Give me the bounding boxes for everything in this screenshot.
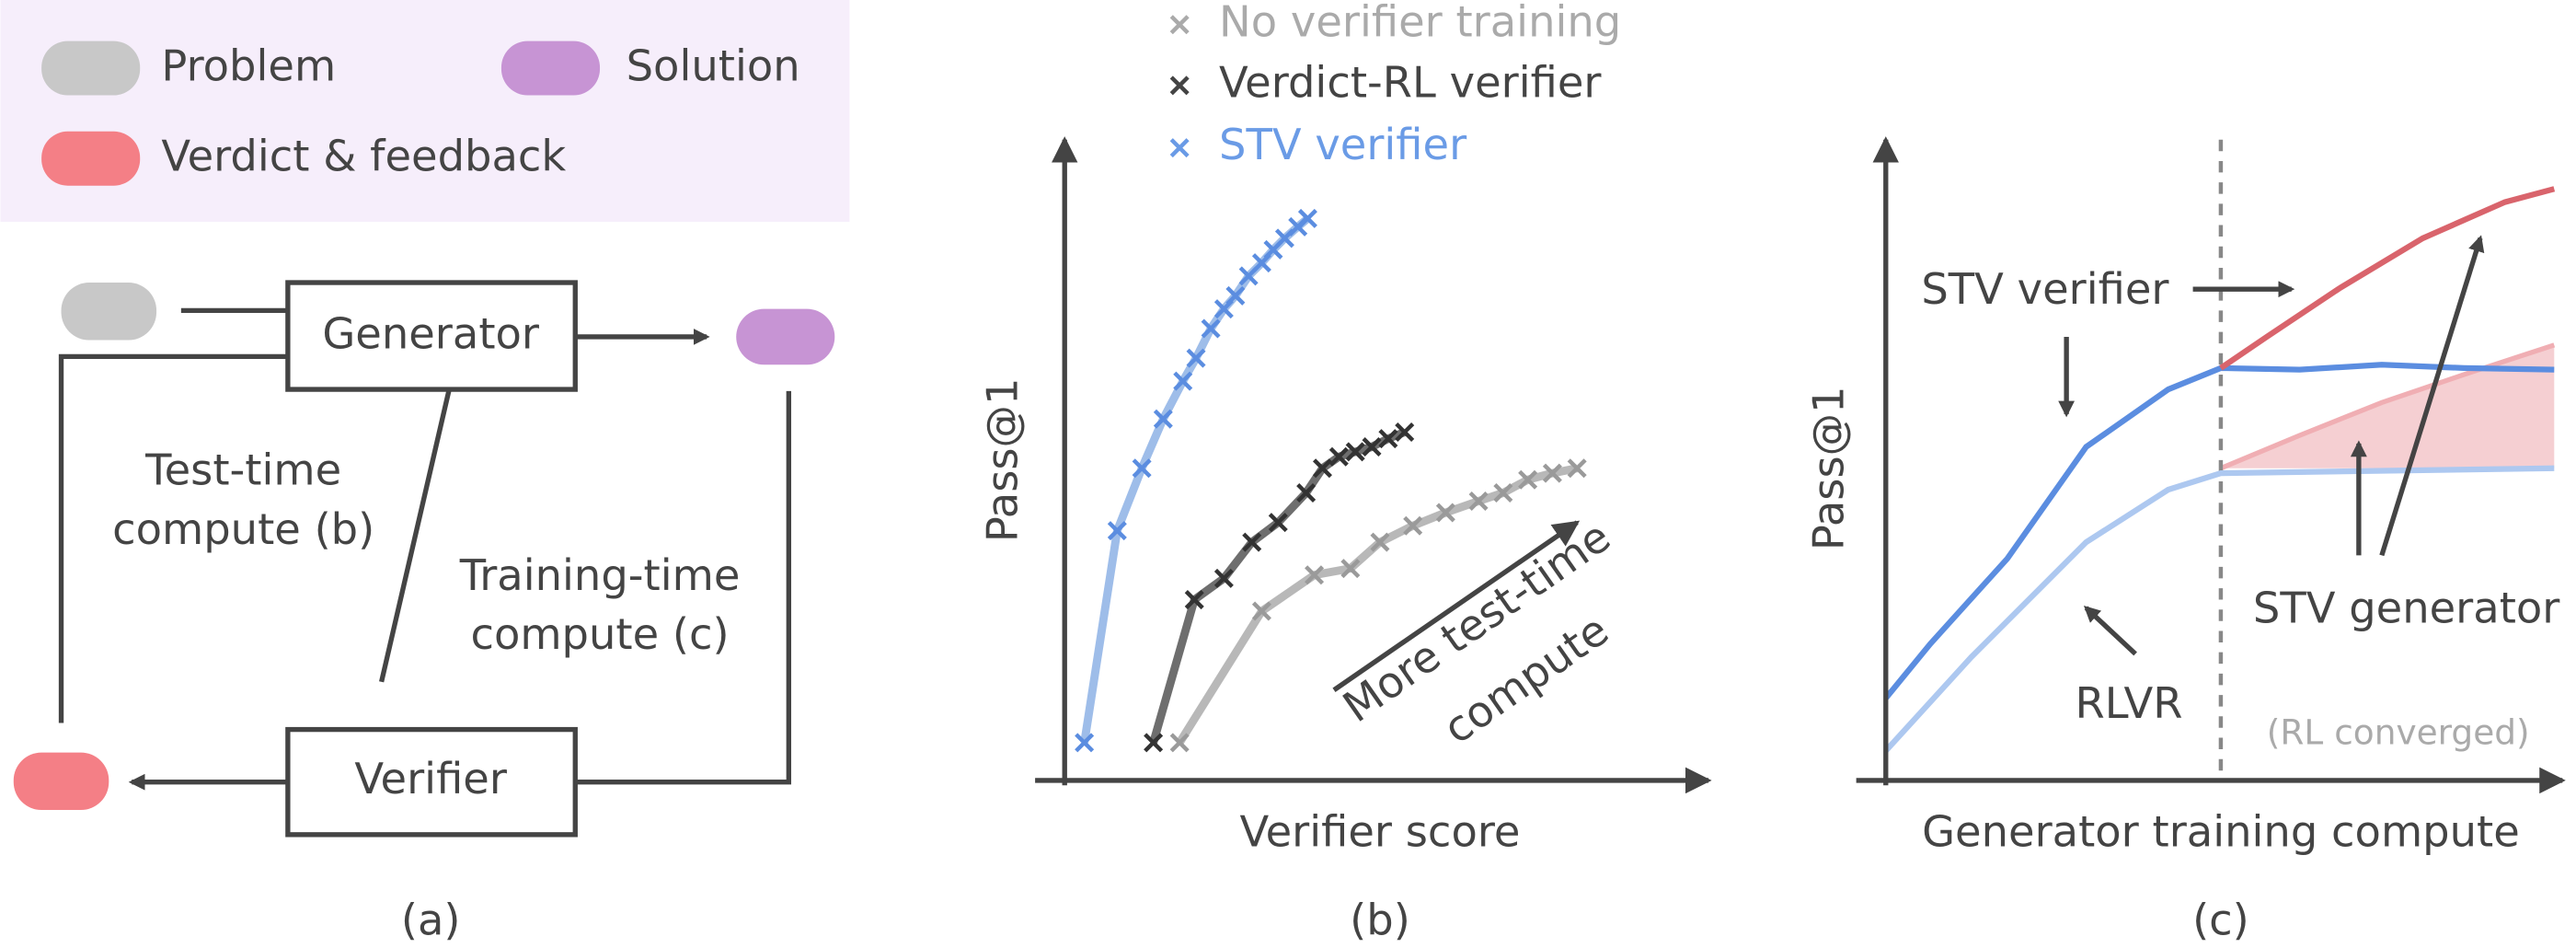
arrow	[2379, 235, 2485, 557]
verdict-swatch	[41, 131, 141, 186]
stv-verifier-curve	[1883, 362, 2555, 700]
cross-marker	[1567, 458, 1587, 479]
cross-marker	[1242, 532, 1262, 552]
cross-marker	[1132, 458, 1152, 479]
cross-marker	[1268, 513, 1288, 533]
solution-node	[736, 308, 835, 365]
legend-label: Verdict-RL verifier	[1219, 57, 1602, 107]
caption: (a)	[401, 896, 461, 945]
label: compute (c)	[470, 609, 729, 659]
cross-marker	[1340, 559, 1361, 579]
label: Test-time	[144, 445, 341, 495]
rlvr-curve	[1883, 465, 2555, 753]
cross-marker	[1225, 285, 1246, 306]
solution-swatch	[500, 40, 601, 96]
arrow	[1332, 520, 1581, 692]
gain-area	[2220, 344, 2555, 468]
legend-label: No verifier training	[1219, 0, 1621, 46]
cross-marker	[1345, 442, 1365, 462]
caption: (b)	[1350, 896, 1410, 945]
legend-label: Solution	[627, 40, 800, 90]
curve	[1080, 214, 1311, 744]
cross-marker	[1144, 733, 1164, 753]
cross-marker	[1542, 463, 1562, 483]
legend-label: STV verifier	[1219, 120, 1467, 169]
legend-label: Problem	[161, 40, 336, 90]
annotation: RLVR	[2075, 678, 2182, 728]
cross-marker	[1297, 208, 1317, 228]
cross-marker	[1169, 75, 1190, 96]
annotation: (RL converged)	[2267, 711, 2530, 752]
stv-generator-curve	[2219, 186, 2556, 371]
cross-marker	[1435, 503, 1455, 523]
cross-marker	[1395, 422, 1415, 442]
generator-label: Generator	[322, 308, 540, 358]
cross-marker	[1468, 491, 1489, 511]
verifier-label: Verifier	[354, 754, 507, 803]
label: compute (b)	[112, 504, 374, 554]
label: Training-time	[459, 550, 741, 600]
cross-marker	[1493, 483, 1513, 503]
problem-node	[61, 283, 157, 341]
cross-marker	[1107, 521, 1127, 541]
cross-marker	[1518, 469, 1538, 490]
gain-edge	[2219, 342, 2556, 471]
cross-marker	[1362, 437, 1382, 457]
cross-marker	[1173, 371, 1193, 391]
cross-marker	[1153, 409, 1173, 429]
problem-swatch	[41, 40, 141, 96]
arrow	[2083, 606, 2137, 656]
cross-marker	[1201, 318, 1221, 339]
annotation: STV generator	[2253, 584, 2560, 633]
cross-marker	[1169, 138, 1190, 158]
caption: (c)	[2192, 896, 2249, 945]
y-axis-label: Pass@1	[977, 378, 1027, 543]
connector	[575, 390, 792, 785]
cross-marker	[1075, 733, 1095, 753]
legend-label: Verdict & feedback	[161, 132, 566, 181]
cross-marker	[1169, 15, 1190, 35]
legend-box	[0, 0, 850, 222]
cross-marker	[1378, 429, 1398, 449]
cross-marker	[1251, 601, 1271, 621]
verdict-node	[13, 752, 109, 811]
cross-marker	[1296, 483, 1317, 503]
cross-marker	[1184, 590, 1204, 610]
cross-marker	[1328, 446, 1349, 467]
x-axis-label: Verifier score	[1239, 806, 1520, 856]
divider	[379, 390, 452, 683]
cross-marker	[1403, 515, 1423, 536]
connector	[58, 353, 288, 723]
x-axis-label: Generator training compute	[1922, 806, 2520, 856]
annotation: STV verifier	[1921, 264, 2169, 314]
cross-marker	[1370, 532, 1390, 552]
cross-marker	[1312, 458, 1332, 479]
cross-marker	[1305, 565, 1325, 585]
cross-marker	[1213, 568, 1234, 588]
y-axis-label: Pass@1	[1803, 386, 1853, 550]
cross-marker	[1169, 733, 1190, 753]
cross-marker	[1186, 348, 1206, 368]
